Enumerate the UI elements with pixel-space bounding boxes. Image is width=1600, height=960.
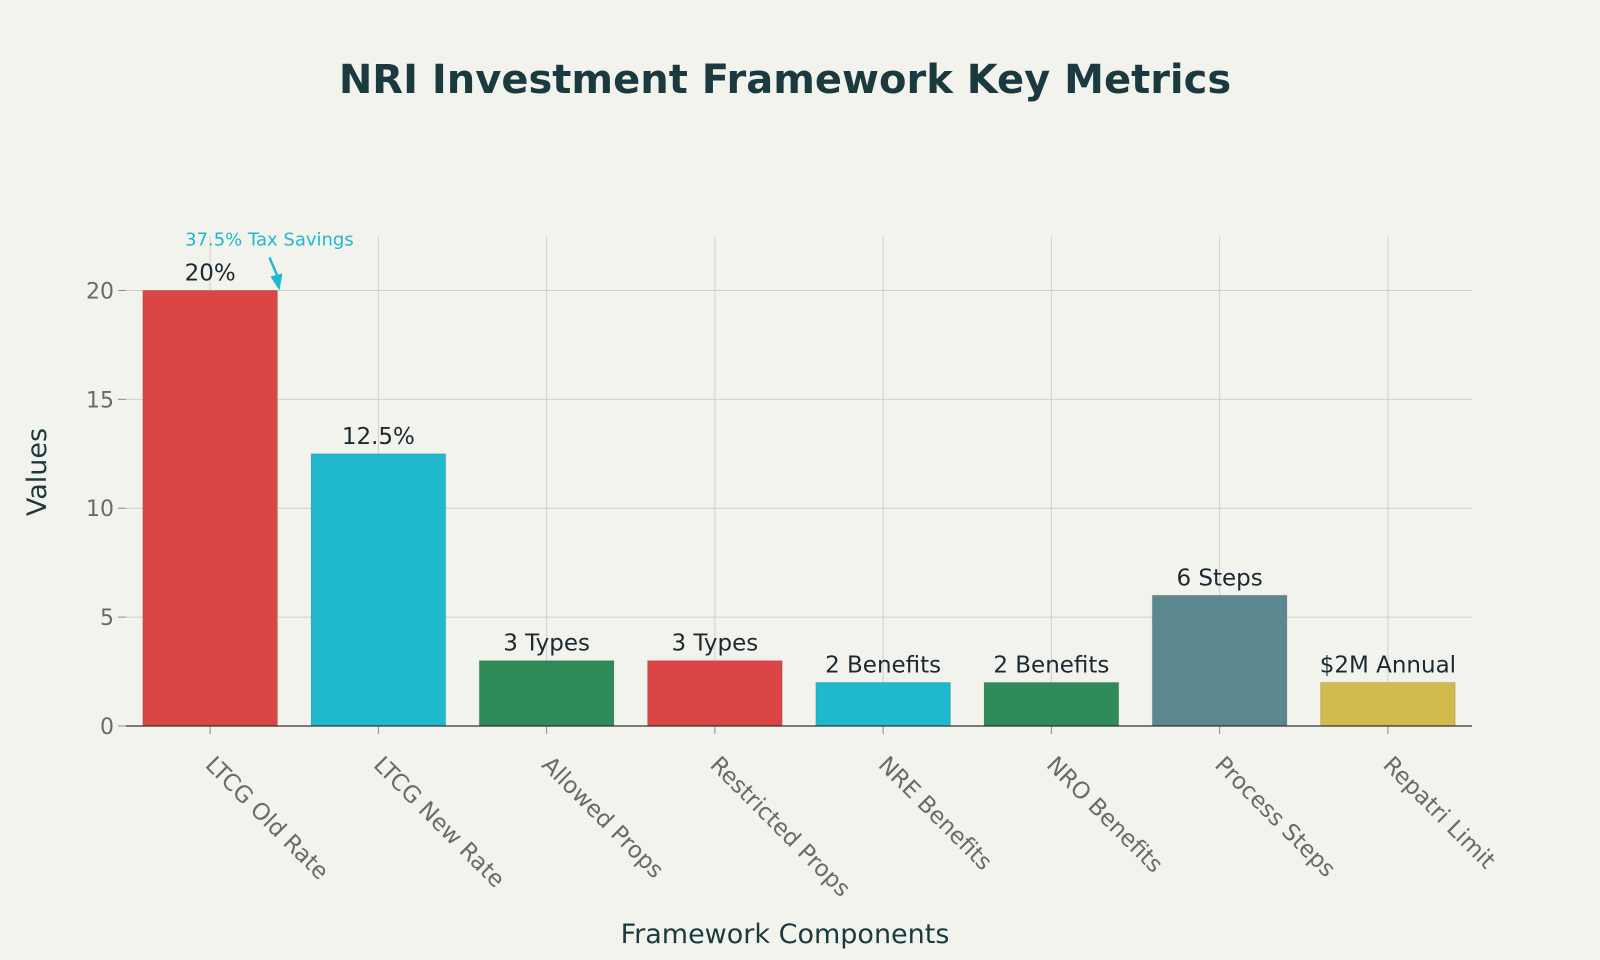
- data-label: 3 Types: [503, 631, 590, 657]
- bars: [142, 289, 1456, 727]
- bar: [478, 660, 615, 727]
- data-label: 6 Steps: [1176, 565, 1262, 591]
- bar: [815, 681, 951, 727]
- y-axis-title: Values: [22, 428, 53, 516]
- data-label: $2M Annual: [1320, 652, 1456, 678]
- data-label: 12.5%: [342, 424, 415, 450]
- y-tick-label: 20: [86, 279, 114, 304]
- bar: [142, 289, 278, 727]
- annotation: 37.5% Tax Savings: [185, 229, 354, 291]
- bar: [647, 660, 783, 727]
- x-tick-label: NRO Benefits: [1041, 752, 1167, 878]
- bar: [310, 453, 447, 727]
- y-tick-label: 0: [100, 715, 114, 740]
- data-label: 2 Benefits: [993, 652, 1109, 678]
- x-tick-label: Restricted Props: [705, 752, 855, 902]
- x-tick-label: Allowed Props: [536, 752, 668, 884]
- x-tick-label: Repatri Limit: [1378, 752, 1500, 874]
- bar: [1320, 681, 1456, 727]
- data-label: 3 Types: [671, 631, 758, 657]
- annotation-text: 37.5% Tax Savings: [185, 229, 354, 250]
- x-tick-label: NRE Benefits: [873, 752, 997, 876]
- y-tick-label: 10: [86, 497, 114, 522]
- data-label: 2 Benefits: [825, 652, 941, 678]
- y-tick-label: 5: [100, 606, 114, 631]
- annotation-arrow-head: [270, 273, 283, 291]
- x-tick-label: LTCG Old Rate: [200, 752, 333, 885]
- chart-title: NRI Investment Framework Key Metrics: [339, 57, 1231, 103]
- x-tick-label: Process Steps: [1209, 752, 1340, 883]
- axis-ticks: 0 5 10 15 20 LTCG Old Rate LTCG New Rate Allowe…: [86, 279, 1500, 902]
- data-label: 20%: [185, 260, 236, 286]
- data-labels: 20% 12.5% 3 Types 3 Types 2 Benefits 2 Benefi…: [185, 260, 1457, 678]
- x-tick-label: LTCG New Rate: [368, 752, 509, 893]
- x-axis-title: Framework Components: [621, 919, 950, 950]
- bar: [983, 681, 1120, 727]
- bar: [1151, 594, 1288, 727]
- y-tick-label: 15: [86, 388, 114, 413]
